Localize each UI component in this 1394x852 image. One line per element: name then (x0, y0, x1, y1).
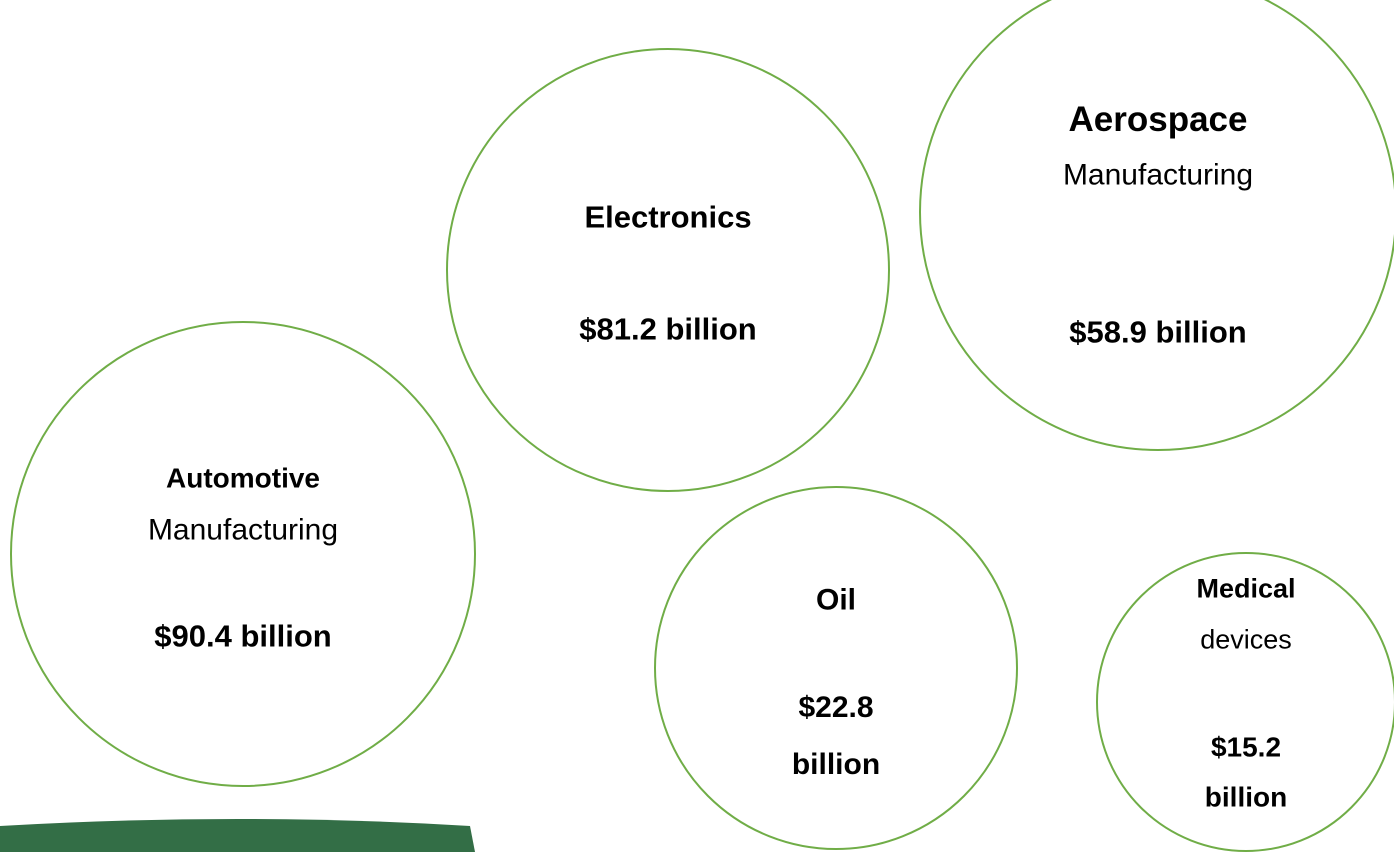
node-value: $81.2 billion (579, 311, 757, 347)
node-title: Oil (815, 583, 857, 617)
node-title: Aerospace (1068, 99, 1248, 139)
node-title: Automotive (166, 462, 320, 494)
node-subtitle: Manufacturing (1062, 158, 1254, 192)
node-subtitle: devices (1200, 624, 1292, 655)
node-subtitle: Manufacturing (147, 513, 339, 547)
circle-medical (1096, 552, 1394, 852)
node-value: $22.8 billion (791, 691, 881, 781)
circle-oil (654, 486, 1018, 850)
circle-aerospace (919, 0, 1394, 451)
node-value: $15.2 billion (1204, 731, 1288, 813)
node-title: Electronics (584, 199, 752, 235)
node-value: $58.9 billion (1069, 314, 1247, 350)
node-value: $90.4 billion (154, 618, 332, 654)
footer-band (0, 819, 475, 852)
circle-automotive (10, 321, 476, 787)
circle-electronics (446, 48, 890, 492)
node-title: Medical (1196, 573, 1296, 604)
